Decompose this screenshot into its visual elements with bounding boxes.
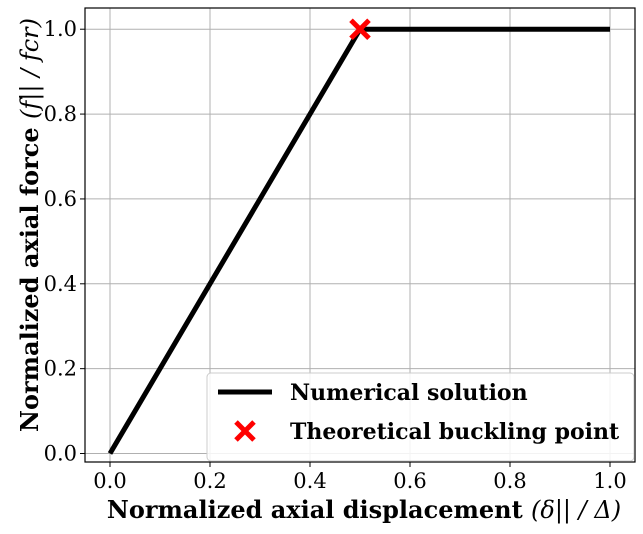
buckling-point-marker	[349, 18, 371, 40]
x-tick-label: 0.0	[93, 469, 126, 493]
y-tick-label: 0.6	[44, 187, 77, 211]
y-tick-label: 0.0	[44, 442, 77, 466]
series-layer	[107, 18, 610, 455]
x-tick-label: 0.6	[393, 469, 426, 493]
x-tick-label: 0.4	[293, 469, 326, 493]
y-axis-label: Normalized axial force (f|| / fcr)	[15, 18, 45, 432]
y-ticks: 0.0 0.2 0.4 0.6 0.8 1.0	[44, 17, 85, 466]
y-tick-label: 0.4	[44, 272, 77, 296]
legend-x-marker	[234, 420, 256, 442]
x-tick-label: 0.8	[493, 469, 526, 493]
legend-box	[206, 372, 635, 462]
y-tick-label: 0.8	[44, 102, 77, 126]
legend: Numerical solution Theoretical buckling …	[206, 372, 635, 462]
y-tick-label: 0.2	[44, 357, 77, 381]
x-tick-label: 0.2	[193, 469, 226, 493]
x-ticks: 0.0 0.2 0.4 0.6 0.8 1.0	[93, 462, 627, 493]
grid	[85, 8, 635, 462]
legend-label-numerical: Numerical solution	[290, 380, 528, 406]
y-tick-label: 1.0	[44, 17, 77, 41]
x-tick-label: 1.0	[593, 469, 626, 493]
legend-label-buckling: Theoretical buckling point	[290, 419, 620, 445]
x-axis-label: Normalized axial displacement (δ|| / Δ)	[107, 495, 621, 525]
plot-frame	[84, 7, 636, 463]
